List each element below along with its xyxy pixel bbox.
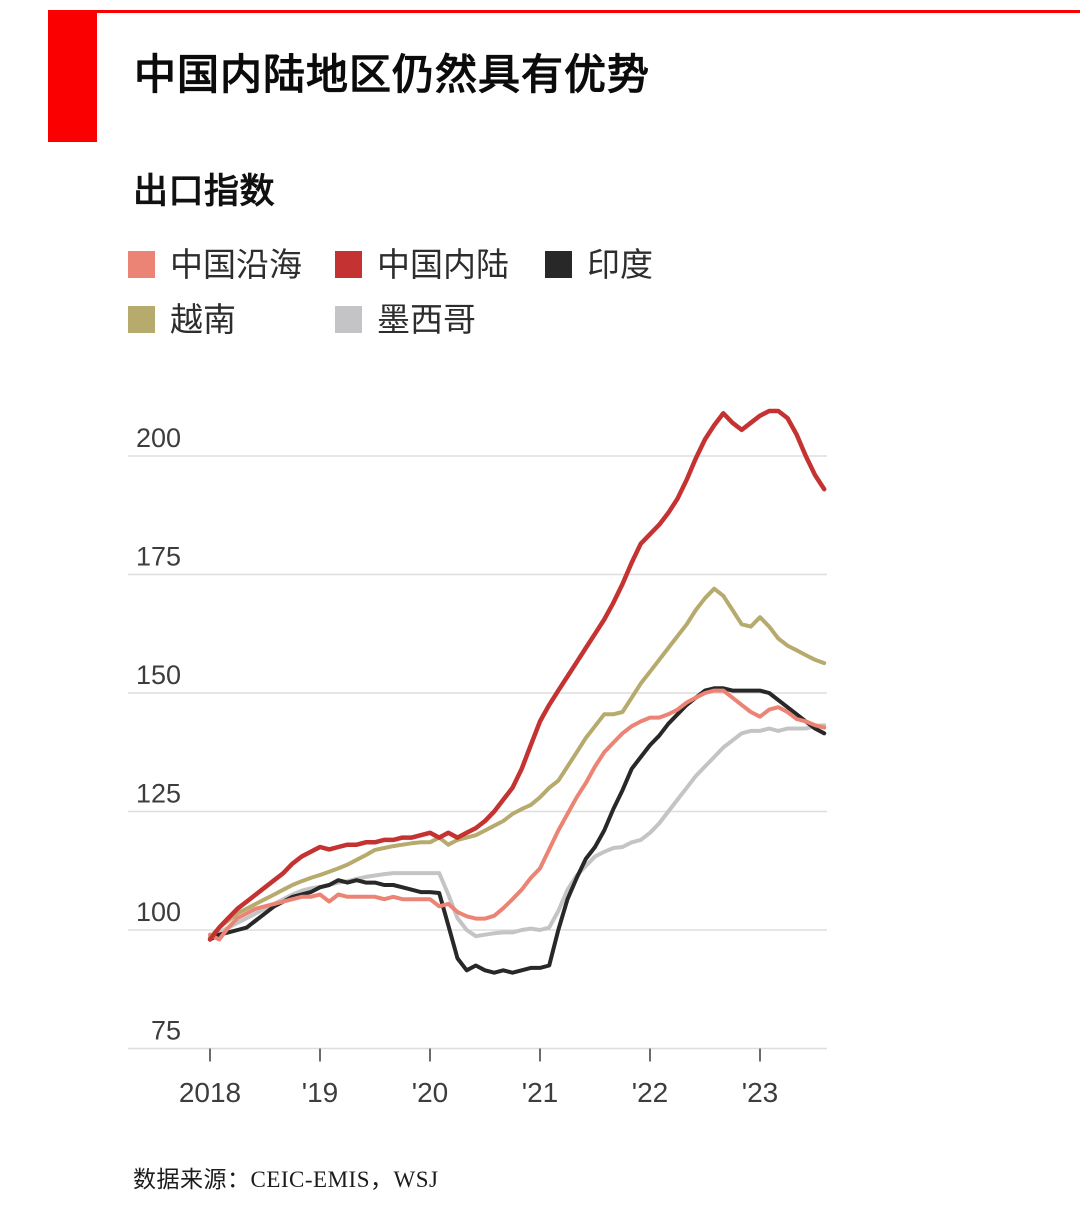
source-note: 数据来源：CEIC-EMIS，WSJ	[133, 1167, 439, 1192]
legend-item-mexico: 墨西哥	[335, 303, 545, 336]
legend-swatch-china-inland	[335, 251, 362, 278]
page-title: 中国内陆地区仍然具有优势	[134, 51, 651, 98]
top-accent-rule	[48, 10, 1080, 13]
y-tick-label-125: 125	[136, 779, 181, 809]
legend-swatch-mexico	[335, 306, 362, 333]
legend-label-china-inland: 中国内陆	[377, 246, 509, 283]
series-line-india	[208, 686, 827, 975]
x-tick-label-'21: '21	[522, 1077, 559, 1108]
x-tick-label-'19: '19	[302, 1077, 339, 1108]
legend-label-india: 印度	[587, 246, 653, 283]
chart-subtitle: 出口指数	[133, 172, 276, 211]
series-line-mexico	[208, 723, 827, 941]
legend-item-vietnam: 越南	[128, 303, 335, 336]
legend-swatch-india	[545, 251, 572, 278]
y-tick-label-200: 200	[136, 423, 181, 453]
series-line-vietnam	[208, 586, 827, 940]
x-tick-label-'20: '20	[412, 1077, 449, 1108]
legend-label-china-coastal: 中国沿海	[170, 246, 302, 283]
legend-swatch-vietnam	[128, 306, 155, 333]
legend-row-2: 越南 墨西哥	[128, 303, 768, 336]
series-line-china-coastal	[208, 688, 827, 942]
legend-label-mexico: 墨西哥	[377, 301, 476, 338]
y-tick-label-75: 75	[151, 1016, 181, 1046]
y-tick-label-100: 100	[136, 897, 181, 927]
series-line-china-inland	[207, 408, 827, 942]
x-tick-label-2018: 2018	[179, 1077, 241, 1108]
legend-swatch-china-coastal	[128, 251, 155, 278]
legend-row-1: 中国沿海 中国内陆 印度	[128, 248, 768, 281]
legend: 中国沿海 中国内陆 印度 越南 墨西哥	[128, 248, 768, 336]
legend-item-china-coastal: 中国沿海	[128, 248, 335, 281]
brand-red-block	[48, 10, 97, 142]
legend-label-vietnam: 越南	[170, 301, 236, 338]
legend-item-china-inland: 中国内陆	[335, 248, 545, 281]
y-tick-label-175: 175	[136, 542, 181, 572]
x-tick-label-'22: '22	[632, 1077, 669, 1108]
legend-item-india: 印度	[545, 248, 653, 281]
y-tick-label-150: 150	[136, 660, 181, 690]
x-tick-label-'23: '23	[742, 1077, 779, 1108]
